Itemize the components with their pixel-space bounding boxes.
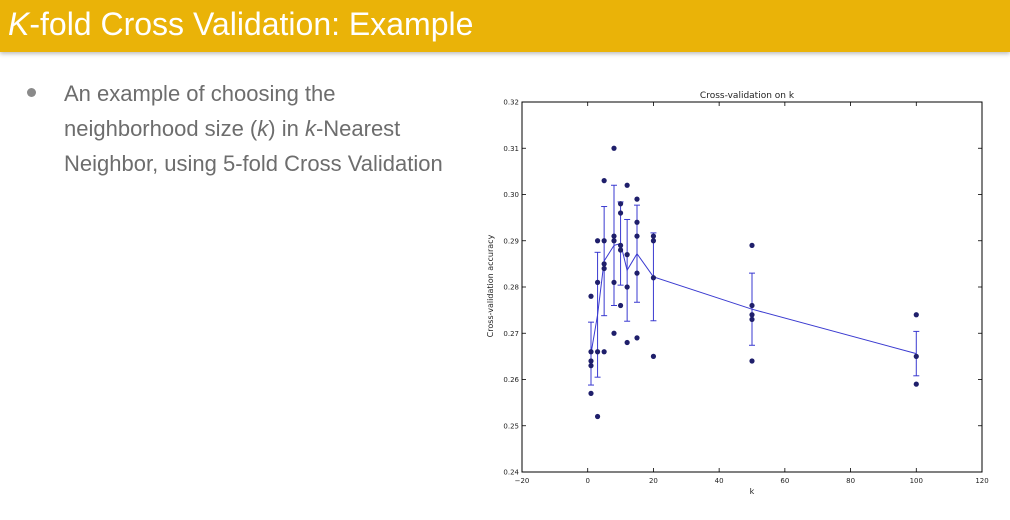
data-point xyxy=(650,275,657,281)
data-point xyxy=(624,252,630,258)
y-tick-label: 0.30 xyxy=(503,191,519,199)
x-tick-label: −20 xyxy=(515,477,530,485)
data-point xyxy=(594,413,601,420)
data-point xyxy=(611,233,617,239)
data-point xyxy=(601,261,607,267)
data-point xyxy=(624,284,630,290)
y-axis-label: Cross-validation accuracy xyxy=(486,234,495,337)
data-point xyxy=(634,196,640,202)
bullet-italic-k: k xyxy=(304,116,316,141)
data-point xyxy=(650,353,657,359)
data-point xyxy=(617,210,624,216)
bullet-part: ) in xyxy=(268,116,305,141)
data-point xyxy=(650,238,657,244)
data-point xyxy=(601,265,607,272)
data-point xyxy=(594,279,601,285)
data-point xyxy=(617,242,624,248)
x-tick-label: 0 xyxy=(585,477,589,485)
data-point xyxy=(617,302,624,309)
data-point xyxy=(601,178,607,184)
cross-validation-chart: Cross-validation on k Cross-validation a… xyxy=(486,91,989,496)
data-point xyxy=(749,316,755,322)
x-tick-label: 20 xyxy=(649,477,658,485)
mean-accuracy-line xyxy=(590,242,917,355)
data-point xyxy=(617,201,624,207)
y-tick-label: 0.26 xyxy=(503,376,519,384)
data-point xyxy=(594,238,601,244)
data-point xyxy=(588,358,594,364)
x-tick-label: 80 xyxy=(846,477,855,485)
x-axis-label: k xyxy=(750,487,755,496)
bullet-part: An example of choosing the neighborhood … xyxy=(64,81,336,141)
data-point xyxy=(588,390,594,396)
data-point xyxy=(611,330,617,336)
slide-title-rest: -fold Cross Validation: Example xyxy=(29,6,474,42)
y-tick-label: 0.24 xyxy=(503,469,519,477)
data-point xyxy=(634,335,640,341)
bullet-italic-k: k xyxy=(257,116,269,141)
data-point xyxy=(749,312,755,318)
data-point xyxy=(611,238,617,244)
data-point xyxy=(749,302,755,309)
data-point xyxy=(601,349,607,355)
bullet-part: -Nearest Neighbor, using 5-fold Cross Va… xyxy=(64,116,443,176)
y-tick-label: 0.32 xyxy=(503,99,519,107)
data-point xyxy=(634,270,640,276)
data-point xyxy=(913,381,919,387)
data-point xyxy=(588,293,594,299)
x-tick-label: 40 xyxy=(715,477,724,485)
slide-title: K-fold Cross Validation: Example xyxy=(8,4,473,44)
plot-layer: −20 0 20 40 60 80 100 120 0.24 0.25 0.26 0.27 0.28 0.… xyxy=(503,99,988,486)
x-tick-label: 100 xyxy=(910,477,923,485)
data-point xyxy=(749,358,755,364)
data-point xyxy=(588,349,594,355)
y-tick-label: 0.29 xyxy=(503,237,519,245)
title-bar: K-fold Cross Validation: Example xyxy=(0,0,1010,52)
y-tick-label: 0.27 xyxy=(503,330,519,338)
chart-title: Cross-validation on k xyxy=(700,91,795,101)
slide-title-k: K xyxy=(8,6,30,42)
x-tick-label: 60 xyxy=(780,477,789,485)
data-point xyxy=(634,233,640,239)
data-point xyxy=(594,349,601,355)
data-point xyxy=(624,182,630,188)
data-point xyxy=(913,312,919,318)
data-point xyxy=(601,238,607,244)
data-point xyxy=(611,279,617,285)
bullet-dot-icon xyxy=(27,88,36,97)
bullet-text: An example of choosing the neighborhood … xyxy=(64,76,474,181)
data-point xyxy=(617,247,624,253)
x-tick-label: 120 xyxy=(975,477,988,485)
data-point xyxy=(749,242,755,248)
data-point xyxy=(634,219,640,225)
data-point xyxy=(588,363,594,369)
data-point xyxy=(611,145,617,151)
y-tick-label: 0.31 xyxy=(503,145,519,153)
y-tick-label: 0.28 xyxy=(503,284,519,292)
y-tick-label: 0.25 xyxy=(503,422,519,430)
data-point xyxy=(624,339,630,346)
data-point xyxy=(913,353,919,359)
data-point xyxy=(650,233,657,239)
